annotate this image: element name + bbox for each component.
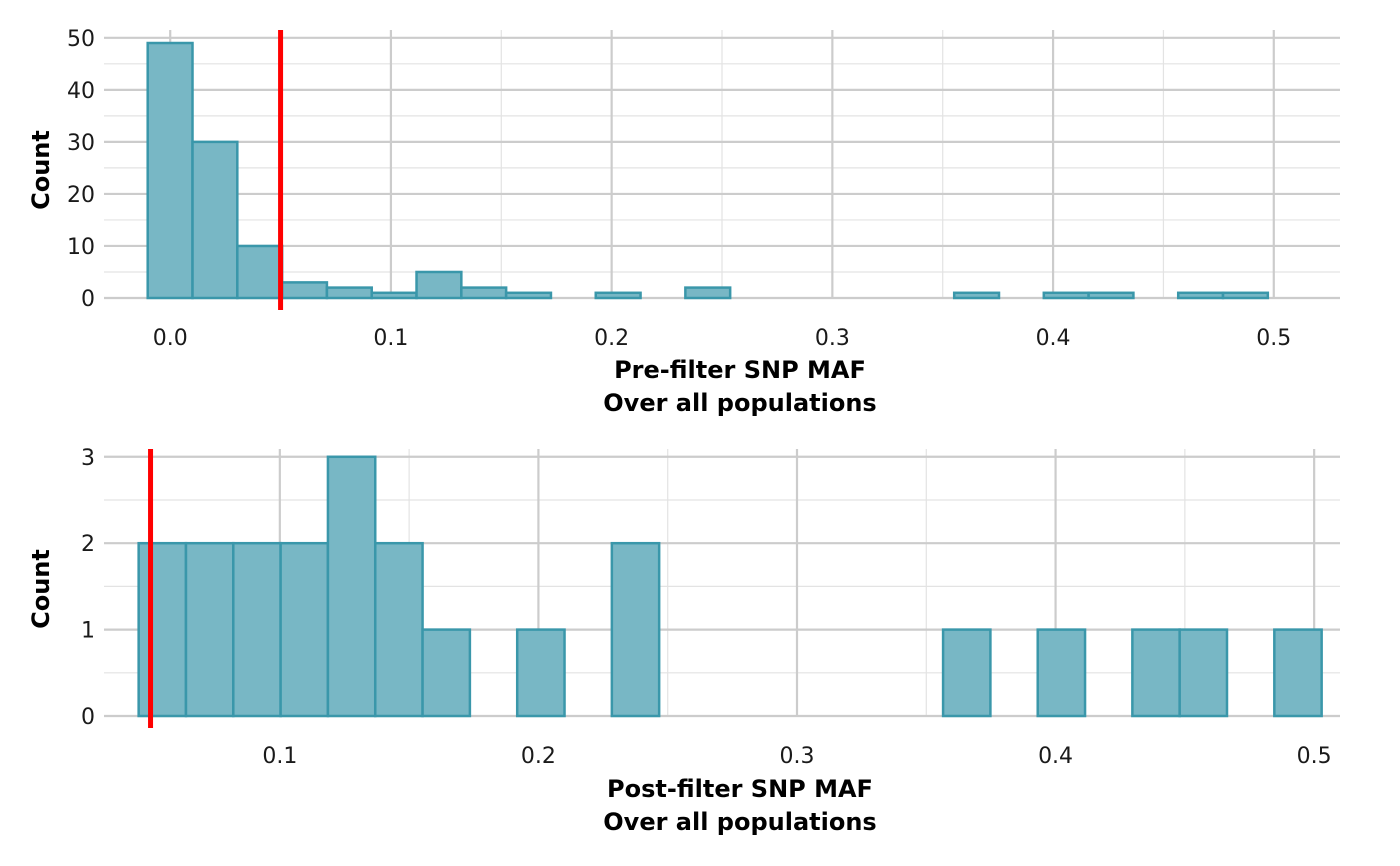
pre-filter-bar <box>191 140 239 300</box>
post-filter-y-tick-label: 3 <box>81 446 95 471</box>
pre-filter-panel: 0.0 0.1 0.2 0.3 0.4 0.5 0 10 20 30 40 50 Count Pre… <box>27 27 1340 417</box>
post-filter-bar <box>1131 628 1181 718</box>
post-filter-panel: 0.1 0.2 0.3 0.4 0.5 0 1 2 3 Count Post-filter S… <box>27 446 1340 836</box>
post-filter-bar <box>184 541 235 718</box>
pre-filter-x-tick-label: 0.0 <box>153 326 188 351</box>
pre-filter-bar <box>1042 291 1090 300</box>
post-filter-x-tick-label: 0.2 <box>521 744 556 769</box>
pre-filter-x-tick-label: 0.5 <box>1256 326 1291 351</box>
pre-filter-bar <box>280 281 329 300</box>
post-filter-bar <box>1036 628 1087 718</box>
pre-filter-x-axis-subtitle: Over all populations <box>603 389 876 417</box>
post-filter-bar <box>515 628 566 718</box>
pre-filter-x-tick-label: 0.4 <box>1036 326 1071 351</box>
pre-filter-bar <box>325 286 373 300</box>
pre-filter-y-tick-label: 30 <box>67 131 95 156</box>
post-filter-x-tick-label: 0.1 <box>262 744 297 769</box>
pre-filter-bar <box>1176 291 1225 300</box>
pre-filter-y-ticks: 0 10 20 30 40 50 <box>67 27 95 312</box>
post-filter-y-axis-title: Count <box>27 549 55 629</box>
post-filter-bar <box>941 628 992 718</box>
pre-filter-bar <box>415 270 463 300</box>
pre-filter-bar <box>1221 291 1270 300</box>
pre-filter-x-tick-label: 0.3 <box>815 326 850 351</box>
pre-filter-x-tick-label: 0.2 <box>594 326 629 351</box>
pre-filter-y-tick-label: 0 <box>81 287 95 312</box>
pre-filter-bar <box>952 291 1001 300</box>
pre-filter-y-tick-label: 50 <box>67 27 95 52</box>
pre-filter-x-axis-title: Pre-filter SNP MAF <box>614 356 866 384</box>
pre-filter-bar <box>370 291 418 300</box>
post-filter-bar <box>421 628 472 718</box>
pre-filter-y-tick-label: 10 <box>67 235 95 260</box>
post-filter-bar <box>373 541 424 718</box>
pre-filter-bar <box>594 291 642 300</box>
pre-filter-bar <box>460 286 508 300</box>
post-filter-x-tick-label: 0.3 <box>779 744 814 769</box>
pre-filter-bar <box>146 41 194 300</box>
post-filter-x-ticks: 0.1 0.2 0.3 0.4 0.5 <box>262 744 1331 769</box>
pre-filter-x-ticks: 0.0 0.1 0.2 0.3 0.4 0.5 <box>153 326 1292 351</box>
post-filter-bar <box>326 455 377 718</box>
post-filter-x-axis-title: Post-filter SNP MAF <box>607 775 873 803</box>
post-filter-x-tick-label: 0.5 <box>1297 744 1332 769</box>
post-filter-bar <box>137 541 188 718</box>
post-filter-bar <box>232 541 282 718</box>
pre-filter-bar <box>684 286 732 300</box>
pre-filter-y-tick-label: 40 <box>67 79 95 104</box>
post-filter-bar <box>1178 628 1229 718</box>
pre-filter-bar <box>1087 291 1135 300</box>
post-filter-y-ticks: 0 1 2 3 <box>81 446 95 730</box>
post-filter-bar <box>610 541 661 718</box>
post-filter-y-tick-label: 1 <box>81 619 95 644</box>
pre-filter-y-axis-title: Count <box>27 130 55 210</box>
pre-filter-x-tick-label: 0.1 <box>373 326 408 351</box>
pre-filter-y-tick-label: 20 <box>67 183 95 208</box>
pre-filter-bar <box>504 291 553 300</box>
post-filter-bars <box>137 455 1323 718</box>
post-filter-y-tick-label: 2 <box>81 532 95 557</box>
pre-filter-bar <box>236 244 284 300</box>
pre-filter-grid <box>104 30 1340 300</box>
pre-filter-bars <box>146 41 1270 300</box>
post-filter-x-axis-subtitle: Over all populations <box>603 808 876 836</box>
post-filter-bar <box>1273 628 1323 718</box>
post-filter-bar <box>279 541 330 718</box>
post-filter-x-tick-label: 0.4 <box>1038 744 1073 769</box>
post-filter-y-tick-label: 0 <box>81 705 95 730</box>
